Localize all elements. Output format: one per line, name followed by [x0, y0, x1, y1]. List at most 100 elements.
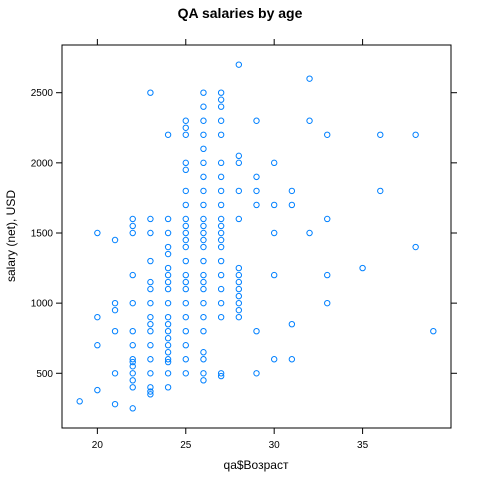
- data-point: [217, 222, 225, 230]
- data-point: [164, 327, 172, 335]
- x-axis-label: qa$Возраст: [224, 458, 289, 472]
- data-point: [182, 257, 189, 265]
- data-point: [94, 386, 101, 394]
- data-point: [111, 236, 119, 244]
- data-point: [200, 356, 207, 363]
- data-point: [147, 391, 154, 398]
- data-point: [324, 131, 331, 138]
- data-point: [270, 271, 278, 279]
- data-point: [324, 215, 331, 223]
- plot-frame: [61, 44, 452, 429]
- data-point: [164, 349, 172, 356]
- data-point: [217, 173, 225, 181]
- data-point: [200, 159, 207, 167]
- data-point: [235, 61, 243, 68]
- data-point: [324, 299, 331, 307]
- data-point: [147, 384, 154, 391]
- data-point: [164, 264, 172, 272]
- data-point: [76, 398, 83, 405]
- data-point: [217, 372, 225, 380]
- data-point: [200, 103, 207, 110]
- data-point: [182, 124, 189, 131]
- data-point: [164, 370, 172, 377]
- data-point: [182, 356, 189, 363]
- data-point: [164, 356, 172, 363]
- data-point: [359, 264, 366, 272]
- data-point: [164, 320, 172, 328]
- data-point: [288, 201, 296, 209]
- data-point: [164, 215, 172, 223]
- data-point: [164, 342, 172, 349]
- data-point: [235, 187, 243, 195]
- y-tick-label: 1500: [31, 228, 54, 239]
- data-point: [129, 229, 136, 237]
- data-point: [253, 370, 260, 377]
- data-point: [147, 257, 154, 265]
- data-point: [164, 131, 172, 138]
- x-tick-label: 35: [357, 440, 369, 451]
- data-point: [217, 201, 225, 209]
- data-point: [182, 243, 189, 251]
- data-point: [200, 327, 207, 335]
- data-point: [182, 236, 189, 244]
- data-point: [217, 299, 225, 307]
- y-axis-label: salary (net), USD: [4, 190, 18, 282]
- data-point: [253, 117, 260, 124]
- data-point: [217, 159, 225, 167]
- chart-title: QA salaries by age: [178, 5, 303, 21]
- data-point: [200, 215, 207, 223]
- data-point: [147, 285, 154, 293]
- data-point: [377, 131, 384, 138]
- data-point: [200, 201, 207, 209]
- data-point: [288, 320, 296, 328]
- data-point: [200, 370, 207, 377]
- data-point: [377, 187, 384, 195]
- data-point: [182, 313, 189, 321]
- data-point: [182, 278, 189, 286]
- data-point: [235, 306, 243, 314]
- data-point: [164, 299, 172, 307]
- data-point: [253, 201, 260, 209]
- data-point: [270, 229, 278, 237]
- data-point: [306, 117, 313, 124]
- y-tick-label: 500: [36, 369, 53, 380]
- data-point: [182, 187, 189, 195]
- data-point: [200, 117, 207, 124]
- data-point: [235, 278, 243, 286]
- data-point: [182, 299, 189, 307]
- data-point: [182, 229, 189, 237]
- data-point: [200, 89, 207, 96]
- data-point: [182, 327, 189, 335]
- data-point: [182, 159, 189, 167]
- data-point: [147, 388, 154, 395]
- data-point: [217, 370, 225, 377]
- data-point: [94, 229, 101, 237]
- data-point: [182, 342, 189, 349]
- data-point: [217, 257, 225, 265]
- data-point: [235, 271, 243, 279]
- data-point: [412, 131, 419, 138]
- data-point: [129, 405, 136, 412]
- data-point: [235, 215, 243, 223]
- data-point: [235, 285, 243, 293]
- data-point: [253, 327, 260, 335]
- data-point: [164, 243, 172, 251]
- data-point: [217, 271, 225, 279]
- data-point: [200, 131, 207, 138]
- data-point: [129, 342, 136, 349]
- data-point: [147, 342, 154, 349]
- data-point: [164, 313, 172, 321]
- data-point: [217, 96, 225, 103]
- data-point: [164, 358, 172, 366]
- data-point: [129, 327, 136, 335]
- data-point: [270, 201, 278, 209]
- data-point: [182, 166, 189, 174]
- data-point: [147, 215, 154, 223]
- data-point: [129, 356, 136, 363]
- data-point: [253, 173, 260, 181]
- data-point: [217, 243, 225, 251]
- data-point: [235, 292, 243, 300]
- data-point: [200, 229, 207, 237]
- data-point: [200, 278, 207, 286]
- data-point: [200, 377, 207, 384]
